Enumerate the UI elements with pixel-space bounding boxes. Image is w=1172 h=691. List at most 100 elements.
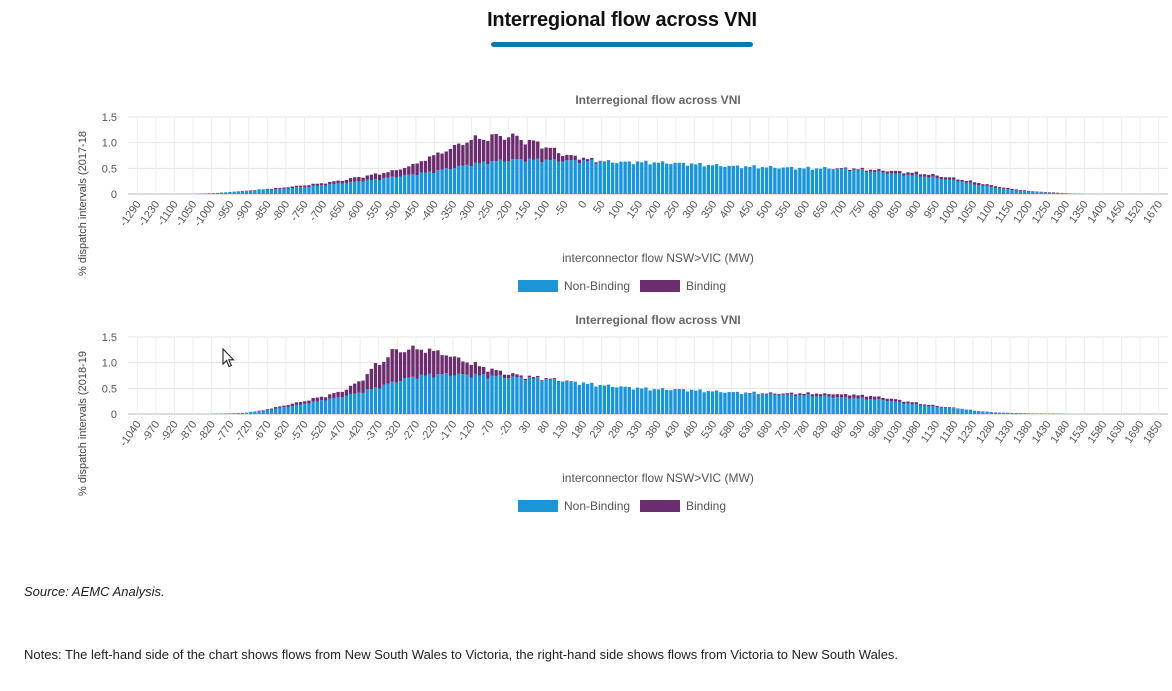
x-tick-label: 1000	[937, 199, 961, 226]
bar-binding	[369, 368, 374, 390]
bar-non-binding	[378, 388, 382, 414]
bar-binding	[457, 357, 461, 374]
bar-binding	[473, 135, 478, 163]
bar-non-binding	[1006, 412, 1010, 414]
bar-binding	[444, 151, 448, 169]
bar-binding	[402, 167, 407, 175]
bar-non-binding	[606, 160, 611, 194]
bar-binding	[968, 180, 973, 183]
bar-non-binding	[931, 176, 935, 194]
bar-non-binding	[1039, 192, 1043, 194]
bar-non-binding	[814, 396, 819, 414]
bar-non-binding	[723, 392, 727, 414]
bar-binding	[348, 385, 353, 394]
bar-non-binding	[681, 162, 686, 194]
bar-non-binding	[956, 181, 960, 194]
x-tick-label: 1450	[1104, 199, 1128, 226]
bar-binding	[931, 173, 935, 177]
bar-binding	[586, 159, 590, 162]
bar-non-binding	[731, 165, 735, 194]
y-tick-label: 0.5	[102, 383, 117, 395]
bar-non-binding	[556, 381, 561, 414]
bar-binding	[914, 402, 918, 404]
bar-binding	[556, 153, 561, 162]
bar-non-binding	[827, 396, 831, 414]
y-tick-label: 0	[111, 409, 117, 421]
bar-binding	[889, 398, 894, 402]
y-tick-label: 1.0	[102, 358, 117, 370]
bar-non-binding	[274, 408, 278, 414]
bar-non-binding	[336, 396, 340, 414]
legend-swatch-binding	[640, 280, 680, 292]
bar-binding	[328, 181, 332, 185]
y-tick-label: 1.0	[102, 138, 117, 150]
x-tick-label: 1100	[975, 199, 998, 225]
x-tick-label: 1030	[881, 419, 905, 446]
bar-non-binding	[581, 382, 586, 414]
bar-non-binding	[298, 187, 303, 194]
bar-non-binding	[211, 193, 215, 194]
bar-non-binding	[519, 159, 523, 194]
bar-binding	[956, 408, 960, 410]
bar-binding	[877, 396, 881, 400]
bar-non-binding	[610, 386, 615, 414]
x-tick-label: -70	[478, 419, 497, 439]
bar-non-binding	[985, 185, 989, 194]
bar-non-binding	[394, 382, 398, 414]
x-tick-label: -700	[307, 199, 329, 224]
bar-non-binding	[244, 191, 249, 194]
x-tick-label: 1400	[1086, 199, 1110, 226]
bar-non-binding	[328, 184, 332, 194]
bar-non-binding	[739, 168, 744, 194]
x-tick-label: -220	[418, 419, 440, 444]
bar-non-binding	[249, 190, 253, 194]
bar-binding	[523, 378, 527, 381]
bar-non-binding	[852, 169, 856, 194]
bar-non-binding	[935, 178, 939, 194]
bar-non-binding	[361, 392, 365, 414]
bar-binding	[274, 407, 278, 409]
bar-non-binding	[981, 411, 985, 414]
bar-non-binding	[972, 410, 977, 414]
bar-non-binding	[898, 173, 902, 194]
bar-non-binding	[419, 374, 423, 414]
y-tick-label: 0.5	[102, 163, 117, 175]
bar-non-binding	[947, 179, 952, 194]
bar-non-binding	[781, 394, 785, 414]
bar-non-binding	[586, 383, 590, 414]
bar-non-binding	[764, 394, 769, 414]
bar-non-binding	[348, 393, 353, 414]
bar-binding	[265, 409, 270, 410]
bar-non-binding	[353, 393, 357, 414]
bar-non-binding	[328, 398, 332, 414]
bar-binding	[423, 160, 428, 173]
x-tick-label: 100	[606, 199, 626, 221]
bar-non-binding	[823, 167, 827, 194]
bar-non-binding	[303, 403, 307, 414]
bar-non-binding	[419, 172, 423, 194]
bar-binding	[935, 405, 939, 408]
bar-binding	[323, 397, 328, 401]
bar-non-binding	[461, 374, 465, 414]
bar-non-binding	[943, 179, 948, 194]
bar-non-binding	[719, 392, 723, 414]
bar-non-binding	[914, 403, 918, 414]
bar-non-binding	[906, 174, 910, 194]
y-axis-label: % dispatch intervals (2017-18	[77, 131, 89, 276]
bar-non-binding	[224, 192, 228, 194]
x-tick-label: 1690	[1123, 419, 1147, 446]
x-tick-label: 1630	[1104, 419, 1128, 446]
bar-binding	[457, 143, 461, 166]
x-tick-label: 250	[662, 199, 682, 221]
x-tick-label: 1580	[1086, 419, 1110, 446]
bar-non-binding	[561, 382, 565, 414]
bar-binding	[465, 362, 469, 375]
bar-non-binding	[515, 159, 519, 194]
bar-non-binding	[382, 178, 386, 194]
bar-non-binding	[698, 389, 702, 414]
bar-non-binding	[294, 404, 299, 414]
bar-non-binding	[685, 165, 690, 194]
bar-non-binding	[540, 162, 544, 194]
bar-binding	[818, 394, 823, 397]
bar-binding	[902, 173, 906, 176]
